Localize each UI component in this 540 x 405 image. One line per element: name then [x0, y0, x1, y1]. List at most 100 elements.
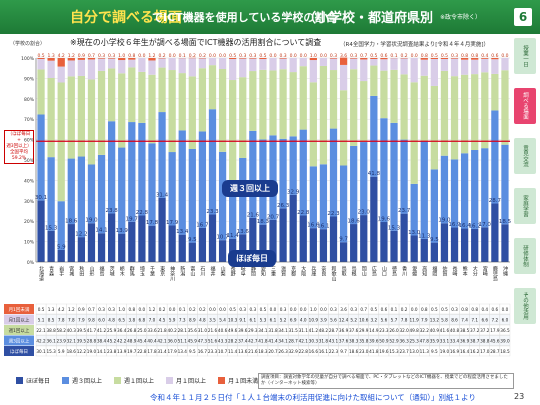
data-label-daily-30: 9.7 — [339, 237, 348, 243]
bar-大分-4 — [471, 58, 479, 60]
table-cell-2-38: 32.2 — [420, 328, 430, 333]
table-cell-4-25: 32.9 — [289, 349, 299, 354]
table-cell-4-5: 19.0 — [87, 349, 97, 354]
table-cell-4-23: 20.7 — [268, 349, 278, 354]
table-cell-1-10: 6.8 — [139, 317, 146, 322]
bar-広島-1 — [370, 95, 378, 177]
bar-大阪-1 — [299, 129, 307, 216]
data-label-daily-43: 16.2 — [469, 223, 481, 229]
data-label-daily-38: 11.3 — [418, 233, 431, 239]
bar-北海道-4 — [37, 58, 45, 60]
table-cell-4-44: 17.0 — [480, 349, 490, 354]
table-cell-3-2: 23.9 — [57, 338, 67, 343]
data-label-under-14: 0.1 — [179, 53, 186, 59]
table-cell-3-35: 52.9 — [389, 338, 399, 343]
y-tick-label-7: 70% — [24, 117, 35, 123]
bar-島根-3 — [350, 58, 358, 70]
category-label-12: 東京 — [159, 265, 165, 277]
bar-熊本-1 — [460, 153, 469, 229]
category-label-25: 京都 — [290, 265, 296, 277]
bar-静岡-2 — [249, 71, 257, 131]
table-cell-2-8: 36.4 — [117, 328, 127, 333]
table-cell-3-11: 40.4 — [147, 338, 157, 343]
table-cell-3-22: 41.8 — [258, 338, 268, 343]
table-cell-4-39: 9.5 — [431, 349, 438, 354]
table-cell-3-37: 25.3 — [410, 338, 420, 343]
bar-和歌山-1 — [329, 128, 338, 217]
table-cell-0-4: 0.9 — [78, 307, 85, 312]
bar-佐賀-0 — [440, 223, 449, 262]
data-label-daily-16: 16.7 — [196, 222, 209, 228]
table-cell-3-39: 35.9 — [430, 338, 440, 343]
legend-item-4: 月１回未満 — [218, 376, 258, 385]
table-cell-1-9: 3.8 — [128, 317, 135, 322]
table-cell-4-16: 16.7 — [198, 349, 208, 354]
table-cell-0-3: 1.2 — [68, 307, 75, 312]
table-cell-3-0: 42.2 — [36, 338, 46, 343]
bar-奈良-1 — [319, 164, 328, 230]
table-cell-3-4: 39.5 — [77, 338, 87, 343]
table-cell-2-7: 25.9 — [107, 328, 117, 333]
category-label-17: 福井 — [209, 265, 215, 277]
bar-群馬-3 — [128, 59, 136, 68]
table-cell-2-16: 31.0 — [198, 328, 208, 333]
table-cell-bg-4-46 — [499, 345, 511, 357]
data-label-under-4: 0.9 — [78, 53, 85, 59]
table-cell-0-17: 0.0 — [209, 307, 216, 312]
category-label-14: 新潟 — [179, 265, 185, 277]
bar-広島-2 — [370, 65, 378, 96]
data-label-daily-42: 16.4 — [458, 223, 471, 229]
table-cell-2-10: 25.0 — [137, 328, 147, 333]
bar-福島-0 — [97, 233, 106, 262]
data-label-under-8: 1.0 — [118, 53, 125, 59]
bar-沖縄-0 — [501, 224, 509, 262]
table-cell-bg-3-46 — [499, 335, 511, 346]
bar-埼玉-0 — [138, 215, 146, 262]
bar-香川-1 — [400, 139, 408, 214]
data-label-under-45: 0.6 — [491, 53, 498, 59]
sidebar-tab-6[interactable]: その他活用 — [514, 288, 536, 324]
category-label-35: 徳島 — [391, 265, 397, 277]
bar-滋賀-3 — [279, 58, 287, 70]
table-cell-0-18: 0.0 — [219, 307, 226, 312]
sidebar-tab-4[interactable]: 家庭学習 — [514, 188, 536, 224]
table-cell-2-13: 40.2 — [167, 328, 177, 333]
table-cell-3-15: 45.9 — [188, 338, 198, 343]
bar-岩手-4 — [57, 58, 65, 67]
table-cell-0-26: 0.0 — [300, 307, 307, 312]
bar-鹿児島-1 — [491, 110, 499, 204]
table-cell-3-3: 32.1 — [67, 338, 77, 343]
table-cell-4-27: 16.6 — [309, 349, 319, 354]
table-cell-4-46: 18.5 — [500, 349, 510, 354]
table-cell-2-20: 39.6 — [238, 328, 248, 333]
legend-swatch-2 — [114, 377, 122, 384]
footer-source-link[interactable]: 令和４年１１月２５日付「１人１台端末の利活用促進に向けた取組について（通知）」別… — [150, 393, 476, 402]
bar-鳥取-0 — [339, 242, 348, 262]
table-cell-0-29: 0.3 — [330, 307, 337, 312]
bar-栃木-0 — [118, 233, 126, 262]
table-cell-4-41: 16.9 — [450, 349, 460, 354]
bar-栃木-2 — [118, 73, 126, 148]
sidebar-tab-1[interactable]: 授業一日 — [514, 38, 536, 74]
sidebar-tab-3[interactable]: 意見交流 — [514, 138, 536, 174]
table-cell-0-24: 0.3 — [280, 307, 287, 312]
data-label-under-19: 0.5 — [229, 53, 236, 59]
bar-福岡-2 — [430, 85, 438, 170]
data-label-under-21: 0.3 — [249, 53, 256, 59]
sidebar-tab-2[interactable]: 調べる場面 — [514, 88, 536, 124]
sidebar-tab-5[interactable]: 研修体制 — [514, 238, 536, 274]
bar-長崎-0 — [450, 227, 459, 262]
bar-大分-3 — [471, 59, 479, 75]
table-cell-0-9: 0.8 — [128, 307, 135, 312]
avg-line-3: 全国平均 — [10, 150, 28, 155]
data-label-under-42: 0.8 — [461, 53, 468, 59]
data-label-daily-25: 32.9 — [287, 189, 300, 195]
bar-沖縄-1 — [501, 144, 509, 225]
bar-沖縄-2 — [501, 70, 509, 145]
data-label-daily-24: 26.3 — [277, 203, 290, 209]
table-cell-3-28: 31.8 — [319, 338, 329, 343]
bar-京都-2 — [289, 72, 297, 137]
bar-愛媛-2 — [410, 82, 418, 184]
bar-山形-3 — [87, 59, 96, 80]
bar-秋田-2 — [77, 75, 86, 157]
